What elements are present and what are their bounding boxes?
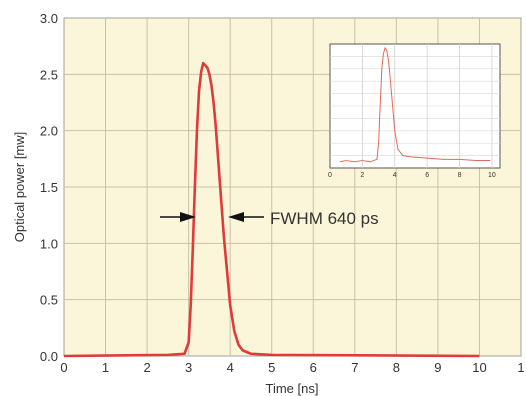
- inset-series: [339, 47, 491, 163]
- x-tick-label: 0: [60, 360, 67, 375]
- y-tick-label: 3.0: [40, 11, 58, 26]
- y-tick-label: 1.5: [40, 180, 58, 195]
- y-tick-label: 2.5: [40, 67, 58, 82]
- x-tick-label: 5: [268, 360, 275, 375]
- y-tick-label: 2.0: [40, 124, 58, 139]
- fwhm-left-arrow-icon: [180, 212, 196, 222]
- inset-plot: 0 2 4 6 8 10: [328, 43, 501, 179]
- x-tick-label: 9: [434, 360, 441, 375]
- inset-x-tick-label: 10: [488, 172, 496, 179]
- x-tick-label: 1: [517, 360, 524, 375]
- fwhm-right-arrow-icon: [228, 212, 244, 222]
- inset-grid: [330, 44, 500, 168]
- x-tick-label: 4: [227, 360, 234, 375]
- inset-x-tick-label: 4: [393, 172, 397, 179]
- fwhm-label: FWHM 640 ps: [270, 209, 379, 228]
- inset-x-tick-labels: 0 2 4 6 8 10: [328, 172, 496, 179]
- inset-x-tick-label: 8: [458, 172, 462, 179]
- x-tick-label: 2: [143, 360, 150, 375]
- y-tick-label: 0.0: [40, 349, 58, 364]
- x-tick-label: 3: [185, 360, 192, 375]
- y-tick-label: 1.0: [40, 236, 58, 251]
- x-axis-label: Time [ns]: [266, 381, 319, 396]
- x-tick-label: 10: [472, 360, 486, 375]
- y-tick-label: 0.5: [40, 293, 58, 308]
- fwhm-annotation: FWHM 640 ps: [160, 209, 379, 228]
- x-tick-label: 6: [310, 360, 317, 375]
- series-line: [63, 61, 480, 358]
- inset-x-tick-label: 0: [328, 172, 332, 179]
- y-axis-label: Optical power [mw]: [12, 132, 27, 243]
- x-tick-label: 7: [351, 360, 358, 375]
- main-series: [63, 61, 480, 358]
- inset-series-line: [339, 47, 491, 163]
- main-x-tick-labels: 0 1 2 3 4 5 6 7 8 9 10 1: [60, 360, 524, 375]
- inset-x-tick-label: 2: [360, 172, 364, 179]
- x-tick-label: 1: [102, 360, 109, 375]
- main-y-tick-labels: 0.0 0.5 1.0 1.5 2.0 2.5 3.0: [40, 11, 58, 364]
- x-tick-label: 8: [393, 360, 400, 375]
- inset-x-tick-label: 6: [425, 172, 429, 179]
